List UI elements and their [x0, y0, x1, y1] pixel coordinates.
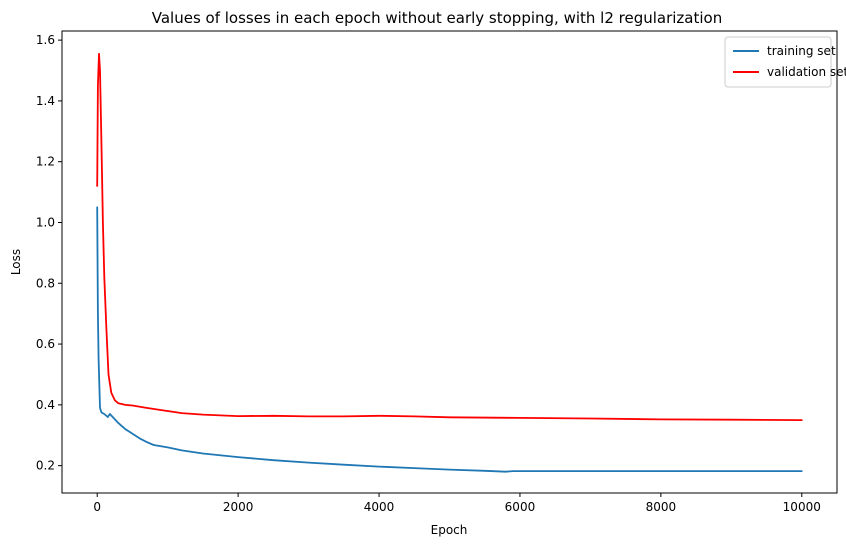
series-line-training — [96, 206, 803, 473]
series-layer — [96, 52, 803, 473]
y-tick-label: 1.2 — [36, 155, 55, 169]
y-tick-label: 0.8 — [36, 276, 55, 290]
y-tick-label: 1.0 — [36, 215, 55, 229]
x-tick-label: 4000 — [364, 500, 395, 514]
series-line-validation — [96, 52, 803, 422]
x-tick-label: 10000 — [783, 500, 821, 514]
x-axis-label: Epoch — [431, 523, 468, 537]
y-tick-label: 0.4 — [36, 398, 55, 412]
legend: training set validation set — [724, 36, 846, 88]
y-tick-label: 1.6 — [36, 33, 55, 47]
y-tick-label: 1.4 — [36, 94, 55, 108]
legend-entry: training set — [767, 44, 836, 58]
chart-title: Values of losses in each epoch without e… — [152, 9, 722, 27]
y-axis: 0.2 0.4 0.6 0.8 1.0 1.2 1.4 1.6 — [36, 33, 62, 473]
x-axis: 0 2000 4000 6000 8000 10000 — [93, 493, 821, 514]
plot-frame — [61, 30, 838, 494]
y-tick-label: 0.2 — [36, 459, 55, 473]
legend-entry: validation set — [767, 65, 846, 79]
y-tick-label: 0.6 — [36, 337, 55, 351]
x-tick-label: 6000 — [505, 500, 536, 514]
x-tick-label: 8000 — [646, 500, 677, 514]
x-tick-label: 2000 — [223, 500, 254, 514]
y-axis-label: Loss — [9, 249, 23, 275]
x-tick-label: 0 — [93, 500, 101, 514]
legend-box — [724, 36, 832, 88]
